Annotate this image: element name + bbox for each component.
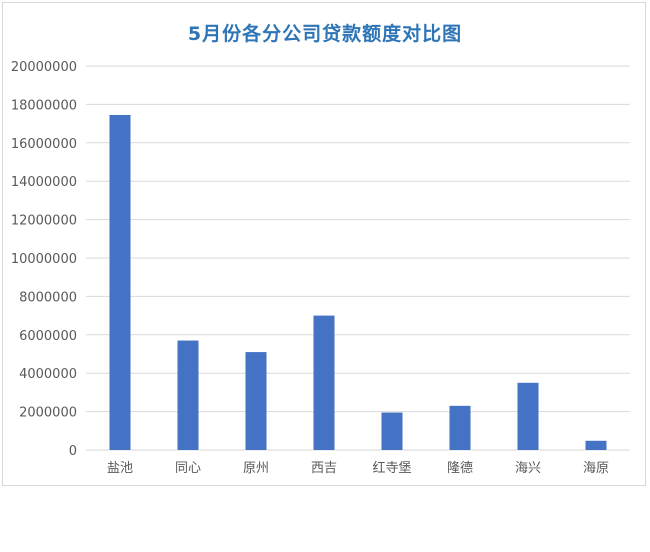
y-tick-label: 12000000 [11, 214, 77, 229]
bar-0 [109, 114, 131, 451]
y-tick-label: 18000000 [11, 98, 77, 113]
bar-1 [177, 340, 199, 450]
x-category-label: 海原 [583, 461, 609, 476]
y-tick-label: 14000000 [11, 175, 77, 190]
chart-title: 5月份各分公司贷款额度对比图 [187, 23, 463, 45]
y-tick-label: 20000000 [11, 60, 77, 75]
bar-4 [381, 412, 403, 450]
y-tick-label: 6000000 [19, 329, 77, 344]
y-tick-label: 8000000 [19, 290, 77, 305]
bar-chart: 0 2000000 4000000 6000000 8000000 10000000 120… [11, 60, 630, 476]
y-tick-label: 0 [69, 444, 77, 459]
bar-5 [449, 405, 471, 450]
x-category-label: 盐池 [107, 461, 133, 476]
bar-7 [585, 440, 607, 450]
x-category-label: 隆德 [447, 461, 473, 476]
chart-frame: 5月份各分公司贷款额度对比图 0 2000000 4000000 6000000 800… [2, 2, 646, 486]
y-tick-label: 2000000 [19, 406, 77, 421]
x-category-label: 红寺堡 [372, 460, 411, 476]
bar-6 [517, 382, 539, 450]
bar-3 [313, 315, 335, 450]
x-category-label: 原州 [243, 461, 269, 476]
x-category-label: 西吉 [311, 461, 337, 476]
bar-2 [245, 352, 267, 450]
x-category-label: 海兴 [515, 461, 541, 476]
x-category-label: 同心 [175, 461, 201, 476]
y-tick-label: 4000000 [19, 367, 77, 382]
y-tick-label: 10000000 [11, 252, 77, 267]
y-tick-label: 16000000 [11, 137, 77, 152]
